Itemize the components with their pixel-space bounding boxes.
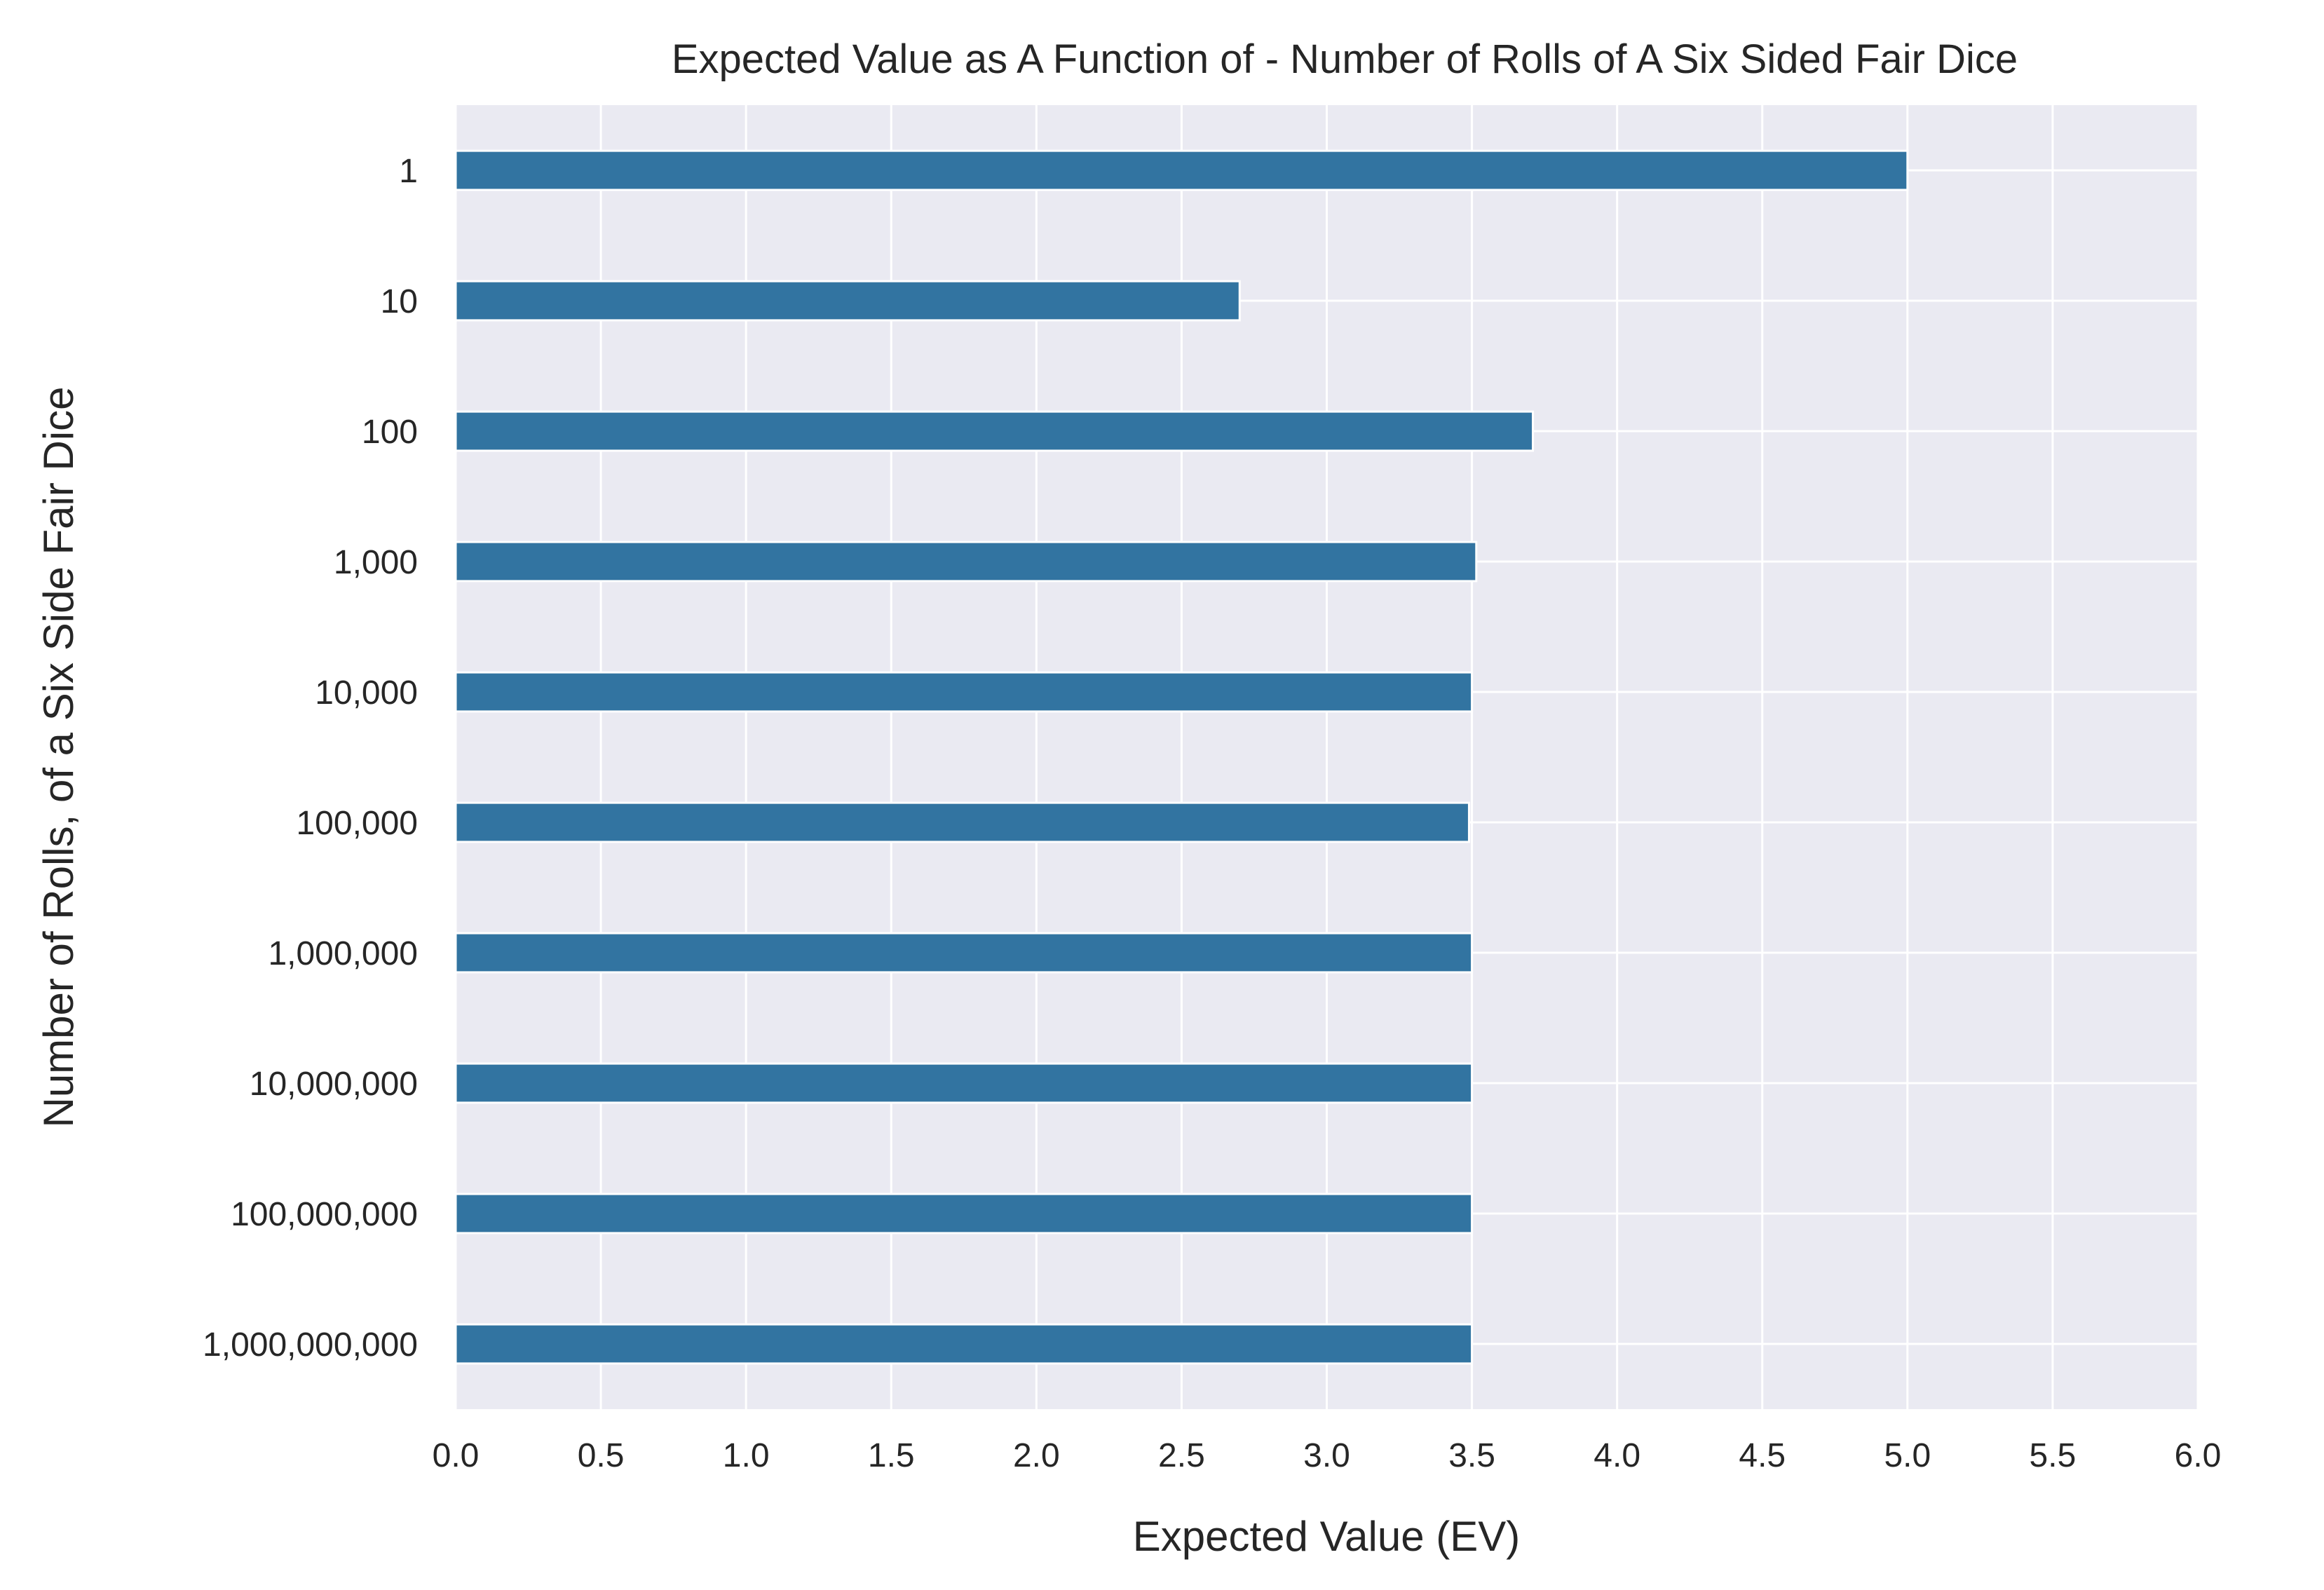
y-tick-label: 1,000 xyxy=(334,544,418,581)
x-tick-label: 1.0 xyxy=(723,1437,770,1474)
x-tick-label: 3.5 xyxy=(1448,1437,1495,1474)
bar xyxy=(454,671,1474,713)
x-tick-label: 4.0 xyxy=(1593,1437,1640,1474)
bar xyxy=(454,801,1470,843)
x-tick-label: 4.5 xyxy=(1739,1437,1786,1474)
x-tick-label: 5.0 xyxy=(1884,1437,1931,1474)
x-tick-label: 2.0 xyxy=(1013,1437,1060,1474)
bar xyxy=(454,280,1241,322)
y-tick-label: 10,000 xyxy=(315,674,418,712)
x-axis-label: Expected Value (EV) xyxy=(1133,1513,1521,1560)
bar xyxy=(454,541,1478,583)
y-tick-label: 100,000,000 xyxy=(231,1196,418,1233)
x-tick-label: 6.0 xyxy=(2175,1437,2222,1474)
bar xyxy=(454,410,1535,452)
y-tick-label: 100,000 xyxy=(296,805,418,842)
x-tick-label: 0.5 xyxy=(578,1437,625,1474)
y-tick-label: 10,000,000 xyxy=(250,1066,418,1103)
bar xyxy=(454,1192,1474,1235)
x-tick-label: 3.0 xyxy=(1303,1437,1350,1474)
bar xyxy=(454,1062,1474,1104)
x-tick-label: 2.5 xyxy=(1158,1437,1205,1474)
bar xyxy=(454,149,1909,191)
bar xyxy=(454,1323,1474,1365)
y-tick-label: 10 xyxy=(381,283,418,320)
bar xyxy=(454,932,1474,974)
y-tick-labels: 1 10 100 1,000 10,000 100,000 1,000,000 10,000,… xyxy=(203,153,418,1364)
y-axis-label: Number of Rolls, of a Six Side Fair Dice xyxy=(35,386,82,1127)
x-tick-label: 1.5 xyxy=(868,1437,915,1474)
chart-title: Expected Value as A Function of - Number… xyxy=(672,36,2018,82)
x-tick-label: 0.0 xyxy=(433,1437,480,1474)
y-tick-label: 1,000,000,000 xyxy=(203,1326,418,1364)
bars xyxy=(454,149,1909,1365)
y-tick-label: 100 xyxy=(362,414,418,451)
x-tick-label: 5.5 xyxy=(2030,1437,2077,1474)
y-tick-label: 1 xyxy=(399,153,418,190)
y-tick-label: 1,000,000 xyxy=(268,935,418,972)
x-tick-labels: 0.0 0.5 1.0 1.5 2.0 2.5 3.0 3.5 4.0 4.5 5.0 5.5 6.0 xyxy=(433,1437,2222,1474)
